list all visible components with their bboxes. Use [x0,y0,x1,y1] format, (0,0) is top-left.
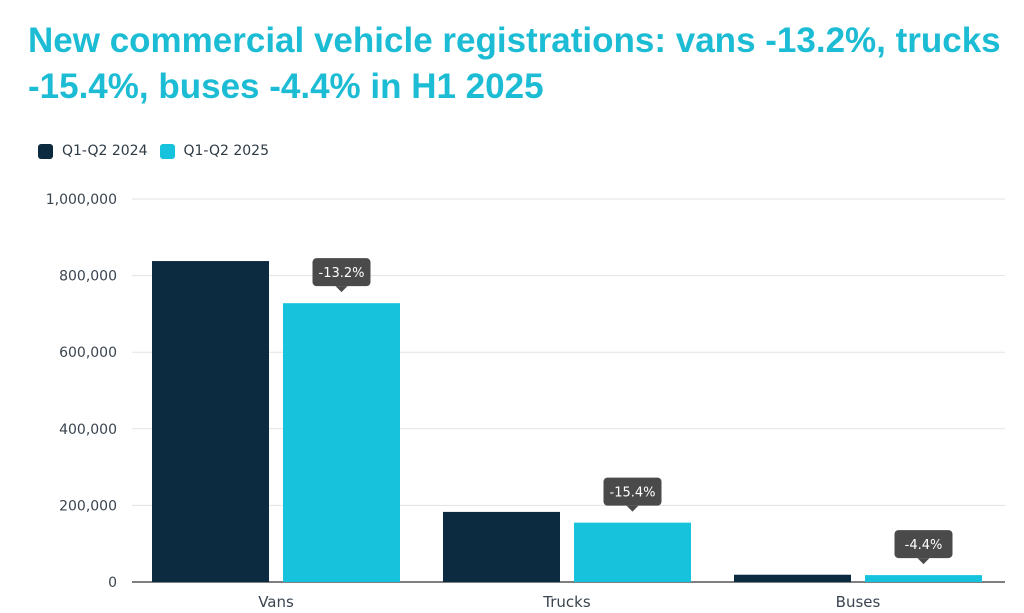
annotation-pointer [917,558,930,565]
legend-item-2025: Q1-Q2 2025 [159,143,270,159]
legend: Q1-Q2 2024 Q1-Q2 2025 [38,143,269,159]
legend-swatch-2024 [38,143,53,159]
bar-vans-2025 [283,303,400,582]
y-tick-label: 0 [108,575,117,591]
y-tick-label: 200,000 [59,498,117,514]
y-tick-label: 600,000 [59,345,117,361]
legend-item-2024: Q1-Q2 2024 [38,143,148,159]
bar-buses-2025 [865,575,982,582]
annotation-pointer [335,286,348,293]
x-category-label: Buses [836,593,881,611]
annotation-label: -13.2% [319,266,365,281]
x-category-label: Vans [258,593,294,611]
y-tick-label: 800,000 [59,269,117,285]
legend-label-2024: Q1-Q2 2024 [62,143,148,159]
bar-trucks-2025 [574,522,691,582]
x-category-label: Trucks [542,593,591,611]
annotation-label: -15.4% [610,486,656,501]
annotation-bubble [894,530,953,559]
bar-vans-2024 [152,261,269,582]
legend-swatch-2025 [159,143,175,159]
y-tick-label: 1,000,000 [46,192,117,208]
annotation-bubble [312,258,371,287]
bar-trucks-2024 [443,511,560,582]
annotation-bubble [603,477,662,506]
legend-label-2025: Q1-Q2 2025 [183,143,270,159]
annotation-pointer [626,505,639,512]
y-tick-label: 400,000 [59,422,117,438]
chart-title: New commercial vehicle registrations: va… [28,21,1001,106]
bar-buses-2024 [734,574,851,582]
annotation-label: -4.4% [905,538,943,553]
